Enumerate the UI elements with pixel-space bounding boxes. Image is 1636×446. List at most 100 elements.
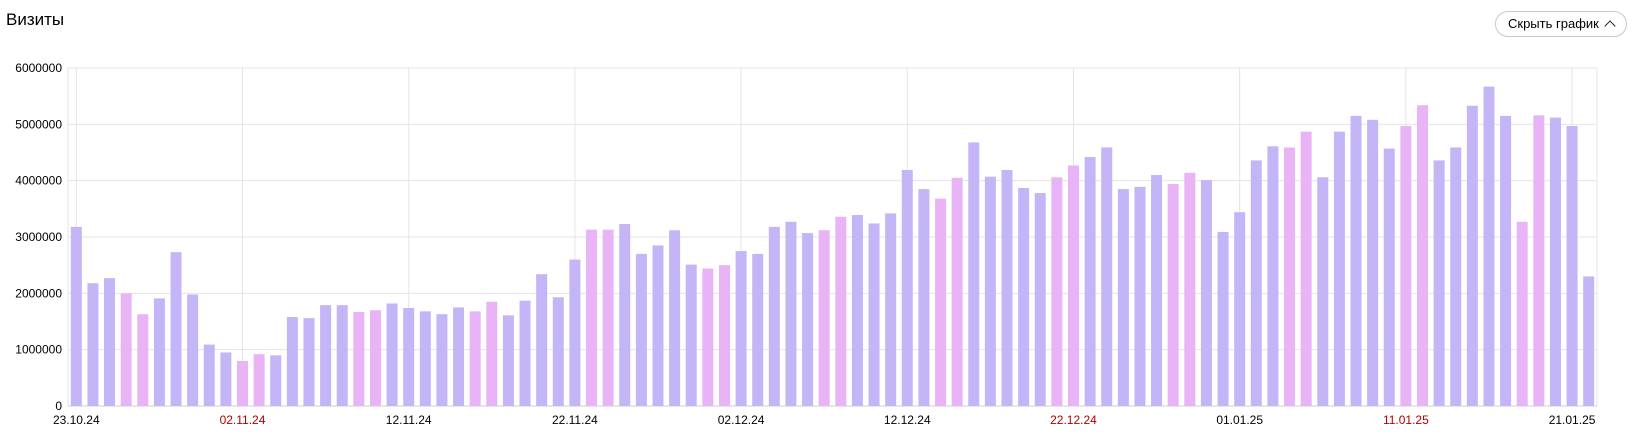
bar[interactable] [403, 307, 415, 406]
y-tick-label: 5000000 [15, 117, 62, 131]
bar[interactable] [1200, 180, 1212, 406]
bar[interactable] [469, 311, 481, 406]
bar[interactable] [752, 253, 764, 406]
bar[interactable] [1217, 231, 1229, 406]
bar[interactable] [1184, 172, 1196, 406]
x-tick-label: 22.12.24 [1050, 413, 1097, 427]
bar[interactable] [835, 216, 847, 406]
bar[interactable] [70, 226, 82, 406]
bar[interactable] [802, 233, 814, 406]
bar[interactable] [984, 176, 996, 406]
bar[interactable] [303, 318, 315, 406]
bar[interactable] [1267, 146, 1279, 407]
bar[interactable] [635, 253, 647, 406]
bar[interactable] [1167, 184, 1179, 406]
bar[interactable] [286, 316, 298, 406]
bar[interactable] [419, 311, 431, 406]
x-tick-label: 22.11.24 [552, 413, 598, 427]
bar[interactable] [1300, 131, 1312, 406]
bar[interactable] [1450, 147, 1462, 406]
bar[interactable] [1117, 189, 1129, 406]
bar[interactable] [1516, 221, 1528, 406]
bar[interactable] [270, 355, 282, 406]
bar[interactable] [153, 298, 165, 406]
bar[interactable] [369, 310, 381, 406]
bar[interactable] [1566, 126, 1578, 407]
bar[interactable] [918, 189, 930, 406]
x-tick-label: 12.11.24 [386, 413, 432, 427]
bar[interactable] [170, 252, 182, 406]
bar[interactable] [1400, 126, 1412, 407]
bar[interactable] [868, 223, 880, 406]
bar[interactable] [486, 301, 498, 406]
bar[interactable] [1018, 187, 1030, 406]
bar[interactable] [1084, 157, 1096, 406]
bar[interactable] [1416, 105, 1428, 407]
bar[interactable] [1101, 147, 1113, 406]
bar[interactable] [137, 314, 149, 406]
bar[interactable] [502, 315, 514, 406]
bar[interactable] [602, 229, 614, 406]
bar[interactable] [652, 245, 664, 406]
bar[interactable] [569, 259, 581, 406]
bar[interactable] [386, 303, 398, 406]
bar[interactable] [1134, 186, 1146, 406]
bar[interactable] [768, 226, 780, 406]
bar[interactable] [1051, 177, 1063, 406]
bar[interactable] [336, 305, 348, 406]
hide-chart-button[interactable]: Скрыть график [1495, 11, 1627, 37]
bar[interactable] [1067, 165, 1079, 406]
bar[interactable] [1500, 115, 1512, 406]
bar[interactable] [586, 229, 598, 406]
bar[interactable] [87, 283, 99, 406]
bar[interactable] [718, 265, 730, 406]
bar[interactable] [1549, 117, 1561, 406]
bar[interactable] [1034, 193, 1046, 406]
bar[interactable] [901, 169, 913, 406]
bar[interactable] [785, 221, 797, 406]
bar[interactable] [519, 300, 531, 406]
y-tick-label: 2000000 [15, 286, 62, 300]
bar[interactable] [1001, 169, 1013, 406]
bar[interactable] [1483, 86, 1495, 406]
bar[interactable] [685, 264, 697, 406]
bar[interactable] [951, 177, 963, 406]
bar[interactable] [187, 294, 199, 406]
bar[interactable] [935, 198, 947, 406]
y-tick-label: 3000000 [15, 230, 62, 244]
bar[interactable] [1583, 276, 1595, 406]
bar[interactable] [220, 352, 232, 406]
bar[interactable] [237, 360, 249, 406]
bar[interactable] [1350, 115, 1362, 406]
bar[interactable] [104, 278, 116, 406]
bar[interactable] [320, 305, 332, 406]
bar[interactable] [1533, 115, 1545, 406]
x-tick-label: 12.12.24 [884, 413, 931, 427]
bar[interactable] [1383, 148, 1395, 406]
bar[interactable] [120, 293, 132, 406]
bar[interactable] [1234, 212, 1246, 406]
bar[interactable] [436, 314, 448, 406]
bar[interactable] [619, 224, 631, 406]
bar[interactable] [1317, 177, 1329, 406]
bar[interactable] [968, 142, 980, 407]
bar[interactable] [851, 215, 863, 406]
bar[interactable] [702, 268, 714, 406]
bar[interactable] [669, 230, 681, 406]
bar[interactable] [536, 274, 548, 406]
bar[interactable] [453, 307, 465, 406]
bar[interactable] [253, 354, 265, 406]
bar[interactable] [1250, 160, 1262, 406]
bar[interactable] [1151, 175, 1163, 406]
bar[interactable] [552, 297, 564, 406]
bar[interactable] [1284, 147, 1296, 406]
bar[interactable] [735, 251, 747, 406]
bar[interactable] [1367, 119, 1379, 406]
bar[interactable] [1433, 160, 1445, 406]
bar[interactable] [353, 311, 365, 406]
bar[interactable] [818, 230, 830, 406]
bar[interactable] [1333, 131, 1345, 406]
bar[interactable] [885, 213, 897, 406]
bar[interactable] [1466, 105, 1478, 407]
bar[interactable] [203, 344, 215, 406]
